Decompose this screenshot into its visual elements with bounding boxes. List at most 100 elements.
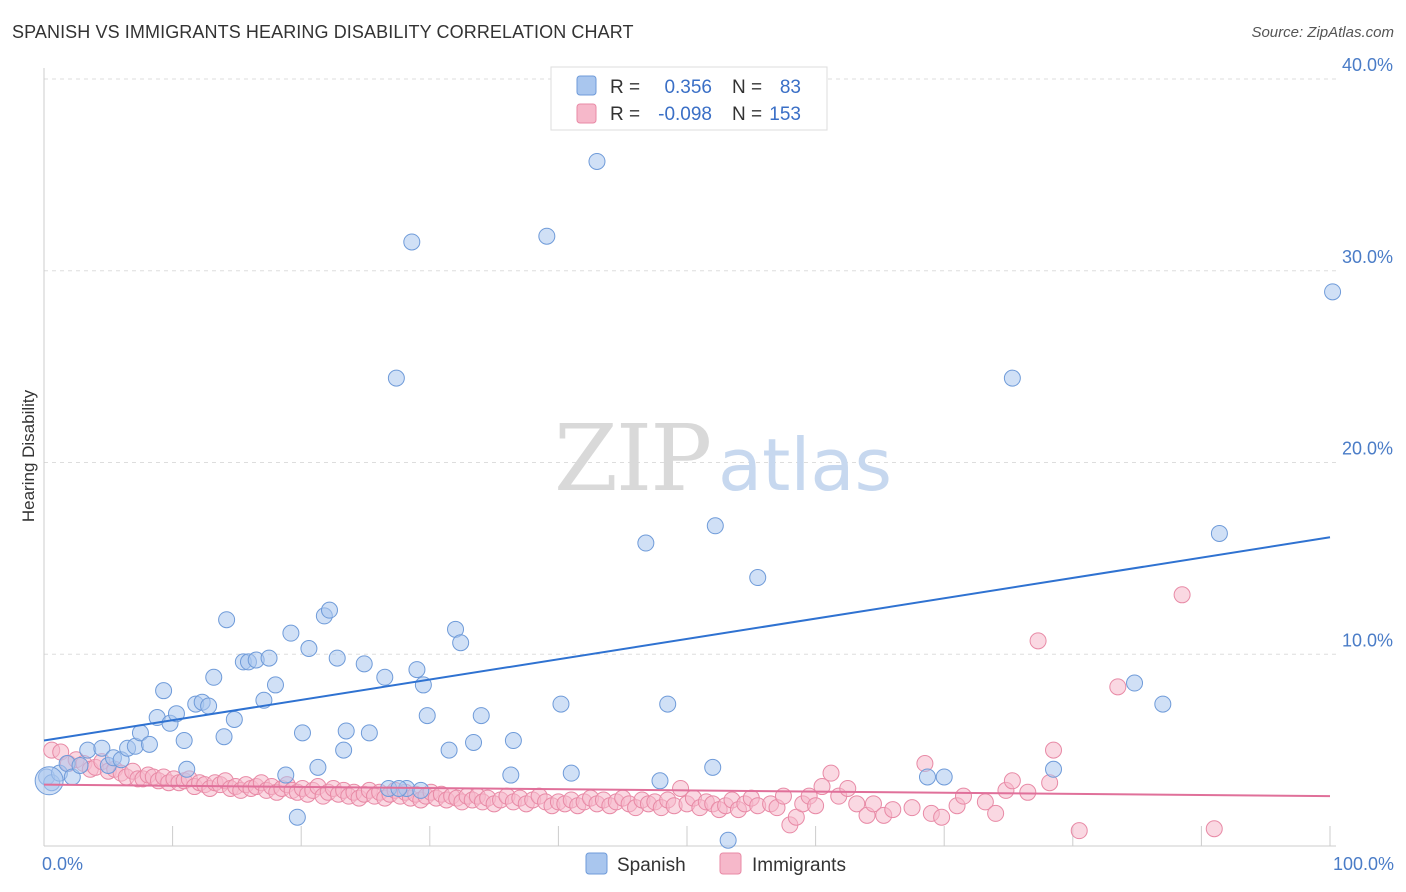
spanish-point <box>1045 760 1063 778</box>
immigrants-point <box>813 778 831 796</box>
spanish-point <box>562 764 580 782</box>
immigrants-point <box>864 795 882 813</box>
immigrants-point <box>1173 586 1191 604</box>
spanish-point <box>1324 283 1342 301</box>
spanish-point <box>167 705 185 723</box>
immigrants-point <box>822 764 840 782</box>
immigrants-point <box>1003 772 1021 790</box>
spanish-point <box>1154 695 1172 713</box>
bottom-legend: Spanish Immigrants <box>585 852 846 876</box>
trendline-immigrants <box>43 783 1331 798</box>
spanish-point <box>266 676 284 694</box>
y-tick-label: 20.0% <box>1342 439 1393 459</box>
spanish-point <box>293 724 311 742</box>
immigrants-point <box>807 797 825 815</box>
spanish-point <box>452 634 470 652</box>
watermark-atlas: atlas <box>718 423 892 507</box>
legend-n-value-spanish: 83 <box>780 77 801 98</box>
spanish-point <box>749 569 767 587</box>
legend-r-label-spanish: R = <box>610 77 640 98</box>
spanish-point <box>1126 674 1144 692</box>
spanish-point <box>538 227 556 245</box>
spanish-point <box>93 739 111 757</box>
spanish-point <box>71 756 89 774</box>
spanish-point <box>79 741 97 759</box>
legend-n-value-immigrants: 153 <box>769 104 801 125</box>
spanish-point <box>215 728 233 746</box>
spanish-point <box>408 661 426 679</box>
spanish-point <box>403 233 421 251</box>
bottom-legend-swatch-immigrants[interactable] <box>719 852 742 875</box>
immigrants-point <box>884 801 902 819</box>
y-tick-label: 30.0% <box>1342 247 1393 267</box>
spanish-point <box>175 732 193 750</box>
spanish-point <box>387 369 405 387</box>
x-tick-label-max: 100.0% <box>1333 854 1394 874</box>
immigrants-point <box>1205 820 1223 838</box>
watermark-zip: ZIP <box>554 405 710 512</box>
spanish-point <box>588 152 606 170</box>
x-tick-labels: 0.0% 100.0% <box>42 854 1394 874</box>
y-tick-labels: 10.0% 20.0% 30.0% 40.0% <box>1342 55 1393 650</box>
legend-r-value-immigrants: -0.098 <box>658 104 712 125</box>
spanish-point <box>360 724 378 742</box>
spanish-point <box>918 768 936 786</box>
immigrants-point <box>903 799 921 817</box>
immigrants-point <box>1045 741 1063 759</box>
immigrants-point <box>933 808 951 826</box>
chart-title: SPANISH VS IMMIGRANTS HEARING DISABILITY… <box>12 22 634 42</box>
y-tick-label: 10.0% <box>1342 630 1393 650</box>
spanish-point <box>440 741 458 759</box>
bottom-legend-swatch-spanish[interactable] <box>585 852 608 875</box>
spanish-point <box>704 758 722 776</box>
spanish-point <box>706 517 724 535</box>
spanish-point <box>200 697 218 715</box>
immigrants-point <box>1070 822 1088 840</box>
immigrants-point <box>1029 632 1047 650</box>
spanish-point <box>504 732 522 750</box>
immigrants-point <box>987 804 1005 822</box>
spanish-point <box>288 808 306 826</box>
trendline-spanish <box>43 536 1331 742</box>
spanish-point <box>335 741 353 759</box>
immigrants-point <box>1109 678 1127 696</box>
spanish-point <box>300 639 318 657</box>
spanish-point-large <box>34 766 64 796</box>
spanish-point <box>502 766 520 784</box>
legend-r-label-immigrants: R = <box>610 104 640 125</box>
spanish-point <box>277 766 295 784</box>
x-ticks <box>43 826 1331 846</box>
spanish-point <box>309 758 327 776</box>
spanish-point <box>218 611 236 629</box>
immigrants-point <box>839 779 857 797</box>
top-legend: R = 0.356 N = 83 R = -0.098 N = 153 <box>550 66 828 131</box>
spanish-point <box>1210 524 1228 542</box>
axes <box>43 68 1336 847</box>
immigrants-point <box>672 779 690 797</box>
spanish-point <box>140 735 158 753</box>
legend-n-label-immigrants: N = <box>732 104 762 125</box>
series-spanish <box>34 152 1342 849</box>
spanish-point <box>412 781 430 799</box>
legend-swatch-immigrants <box>576 103 597 124</box>
immigrants-point <box>954 787 972 805</box>
spanish-point <box>376 668 394 686</box>
spanish-point <box>155 682 173 700</box>
spanish-point <box>719 831 737 849</box>
spanish-point <box>205 668 223 686</box>
x-tick-label-min: 0.0% <box>42 854 83 874</box>
trendlines <box>43 536 1331 798</box>
spanish-point <box>225 710 243 728</box>
spanish-point <box>637 534 655 552</box>
source-credit: Source: ZipAtlas.com <box>1251 24 1394 41</box>
spanish-point <box>355 655 373 673</box>
watermark: ZIP atlas <box>554 405 892 512</box>
spanish-point <box>552 695 570 713</box>
bottom-legend-label-spanish[interactable]: Spanish <box>617 855 686 876</box>
spanish-point <box>651 772 669 790</box>
bottom-legend-label-immigrants[interactable]: Immigrants <box>752 855 846 876</box>
spanish-point <box>465 733 483 751</box>
spanish-point <box>337 722 355 740</box>
immigrants-point <box>1019 783 1037 801</box>
